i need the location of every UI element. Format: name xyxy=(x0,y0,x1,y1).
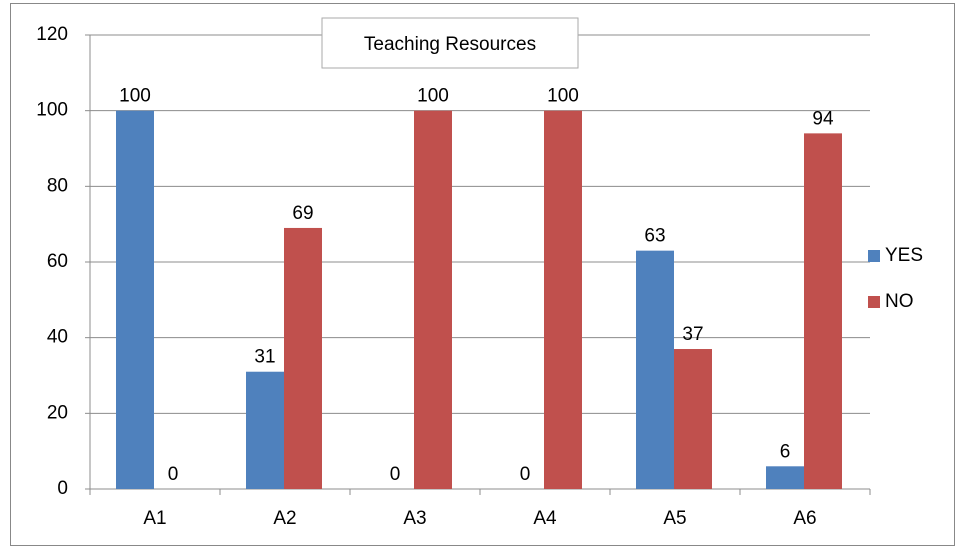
x-tick-label: A3 xyxy=(403,508,426,529)
x-tick-label: A2 xyxy=(273,508,296,529)
x-tick-label: A4 xyxy=(533,508,557,529)
data-label: 94 xyxy=(812,108,834,129)
data-label: 69 xyxy=(292,203,313,224)
bar xyxy=(414,110,452,490)
legend-label: YES xyxy=(885,245,923,266)
y-tick-label: 80 xyxy=(47,175,68,196)
bar xyxy=(804,133,842,489)
bar xyxy=(636,250,674,489)
legend-swatch xyxy=(868,250,880,262)
legend-swatch xyxy=(868,296,880,308)
bar xyxy=(116,110,154,490)
data-label: 100 xyxy=(417,86,449,107)
y-tick-label: 120 xyxy=(36,24,68,45)
bar xyxy=(544,110,582,490)
legend-label: NO xyxy=(885,291,914,312)
y-tick-label: 20 xyxy=(47,402,68,423)
x-tick-label: A6 xyxy=(793,508,816,529)
chart-border xyxy=(10,3,955,546)
data-label: 0 xyxy=(390,464,401,485)
data-label: 0 xyxy=(520,464,531,485)
bar xyxy=(674,349,712,489)
marks xyxy=(116,110,842,490)
y-tick-label: 60 xyxy=(47,251,68,272)
title-box xyxy=(321,17,579,69)
grid xyxy=(85,34,871,495)
data-label: 0 xyxy=(168,464,179,485)
bar xyxy=(246,371,284,489)
x-tick-label: A5 xyxy=(663,508,686,529)
data-label: 100 xyxy=(547,86,579,107)
bar xyxy=(766,466,804,489)
y-tick-label: 100 xyxy=(36,100,68,121)
x-tick-label: A1 xyxy=(143,508,166,529)
y-tick-label: 0 xyxy=(57,478,68,499)
data-label: 100 xyxy=(119,86,151,107)
data-label: 6 xyxy=(780,441,791,462)
chart-title: Teaching Resources xyxy=(364,34,536,55)
y-tick-label: 40 xyxy=(47,327,68,348)
data-label: 31 xyxy=(254,347,275,368)
data-label: 63 xyxy=(644,226,665,247)
data-label: 37 xyxy=(682,324,703,345)
bar xyxy=(284,227,322,489)
